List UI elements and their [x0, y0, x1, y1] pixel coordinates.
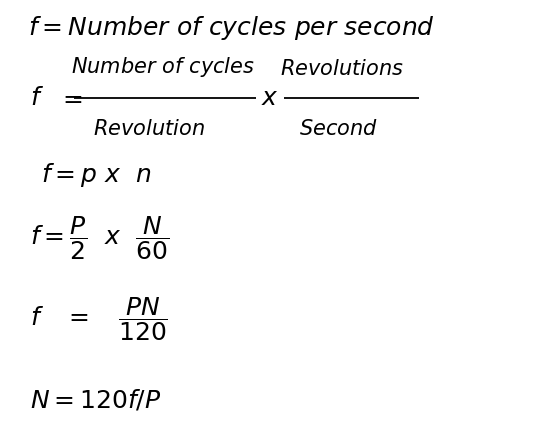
Text: $\mathit{Number\ of\ cycles}$: $\mathit{Number\ of\ cycles}$ [71, 55, 255, 79]
Text: $f = \mathit{Number\ of\ cycles\ per\ second}$: $f = \mathit{Number\ of\ cycles\ per\ se… [28, 14, 435, 42]
Text: $\mathit{x}$: $\mathit{x}$ [261, 87, 279, 110]
Text: $\mathit{Revolutions}$: $\mathit{Revolutions}$ [280, 59, 403, 79]
Text: $f\ \ \ =\ \ \ \dfrac{PN}{120}$: $f\ \ \ =\ \ \ \dfrac{PN}{120}$ [30, 295, 168, 343]
Text: $=$: $=$ [58, 87, 83, 110]
Text: $f = \dfrac{P}{2}\ \ \mathit{x}\ \ \dfrac{N}{60}$: $f = \dfrac{P}{2}\ \ \mathit{x}\ \ \dfra… [30, 214, 170, 262]
Text: $\mathit{Second}$: $\mathit{Second}$ [299, 119, 379, 139]
Text: $\mathit{Revolution}$: $\mathit{Revolution}$ [93, 119, 205, 139]
Text: $f = p\ \mathit{x}\ \ n$: $f = p\ \mathit{x}\ \ n$ [41, 161, 152, 189]
Text: $N = 120f/P$: $N = 120f/P$ [30, 387, 161, 413]
Text: $f$: $f$ [30, 87, 44, 110]
